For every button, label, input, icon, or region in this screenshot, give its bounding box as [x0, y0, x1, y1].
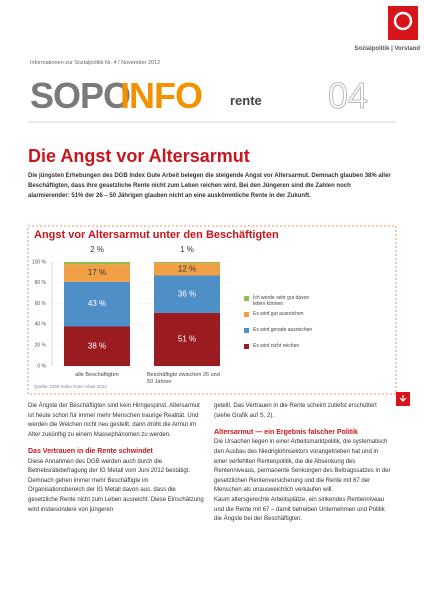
y-tick-label: 100 %: [32, 259, 47, 265]
article-title: Die Angst vor Altersarmut: [28, 146, 250, 166]
y-tick-label: 60 %: [35, 301, 47, 307]
value-label: 43 %: [88, 299, 106, 308]
column-heading: Das Vertrauen in die Rente schwindet: [28, 448, 153, 456]
value-label: 12 %: [178, 264, 196, 273]
bar-segment: [154, 312, 220, 366]
value-label: 1 %: [180, 245, 194, 254]
brand-1: SOPO: [30, 75, 131, 116]
y-tick-label: 0 %: [37, 363, 46, 369]
topic: rente: [230, 93, 262, 108]
legend-swatch: [244, 296, 249, 301]
y-tick-label: 80 %: [35, 280, 47, 286]
bar-segment: [154, 275, 220, 313]
column-heading: Altersarmut — ein Ergebnis falscher Poli…: [214, 429, 358, 437]
bar-segment: [64, 262, 130, 265]
chart-source: Quelle: DGB-Index Gute Arbeit 2012: [34, 384, 107, 389]
legend-label: Es wird nicht reichen: [253, 343, 300, 349]
column-paragraph: Kaum altersgerechte Arbeitsplätze, ein s…: [214, 496, 385, 523]
logo-caption: Sozialpolitik | Vorstand: [354, 46, 420, 52]
column-paragraph: geteilt. Das Vertrauen in die Rente sche…: [214, 403, 377, 419]
value-label: 38 %: [88, 341, 106, 350]
column-paragraph: Diese Annahmen des DGB werden auch durch…: [28, 458, 204, 513]
text-column: geteilt. Das Vertrauen in die Rente sche…: [214, 402, 392, 525]
y-tick-label: 20 %: [35, 343, 47, 349]
bar-segment: [64, 264, 130, 282]
bar-segment: [154, 263, 220, 276]
legend-label: Es wird gut ausreichen: [253, 311, 304, 317]
column-paragraph: Die Ängste der Beschäftigten sind kein H…: [28, 403, 200, 438]
legend-swatch: [244, 312, 249, 317]
bar-segment: [64, 326, 130, 366]
brand-2: INFO: [120, 75, 203, 116]
legend-label: Es wird gerade ausreichen: [253, 327, 313, 333]
bar-segment: [154, 262, 220, 264]
chart-frame: [27, 225, 397, 395]
bar-segment: [64, 281, 130, 327]
logo-mark: [393, 11, 413, 31]
issue: 04: [327, 75, 369, 116]
download-arrow: [399, 395, 407, 402]
legend-label: Ich werde sehr gut davon leben können: [253, 295, 310, 308]
value-label: 2 %: [90, 245, 104, 254]
legend-swatch: [244, 344, 249, 349]
value-label: 17 %: [88, 268, 106, 277]
column-paragraph: Die Ursachen liegen in einer Arbeitsmark…: [214, 439, 391, 494]
x-tick-label: Beschäftigte zwischen 26 und 50 Jahren: [147, 372, 220, 385]
legend-swatch: [244, 328, 249, 333]
value-label: 51 %: [178, 335, 196, 344]
logo: [388, 6, 418, 40]
x-tick-label: alle Beschäftigten: [75, 372, 119, 378]
intro: Die jüngsten Erhebungen des DGB Index Gu…: [28, 173, 391, 200]
chart-title: Angst vor Altersarmut unter den Beschäft…: [34, 229, 279, 241]
y-tick-label: 40 %: [35, 322, 47, 328]
value-label: 36 %: [178, 289, 196, 298]
kicker: Informationen zur Sozialpolitik Nr. 4 / …: [30, 60, 161, 66]
text-column: Die Ängste der Beschäftigten sind kein H…: [28, 402, 206, 515]
